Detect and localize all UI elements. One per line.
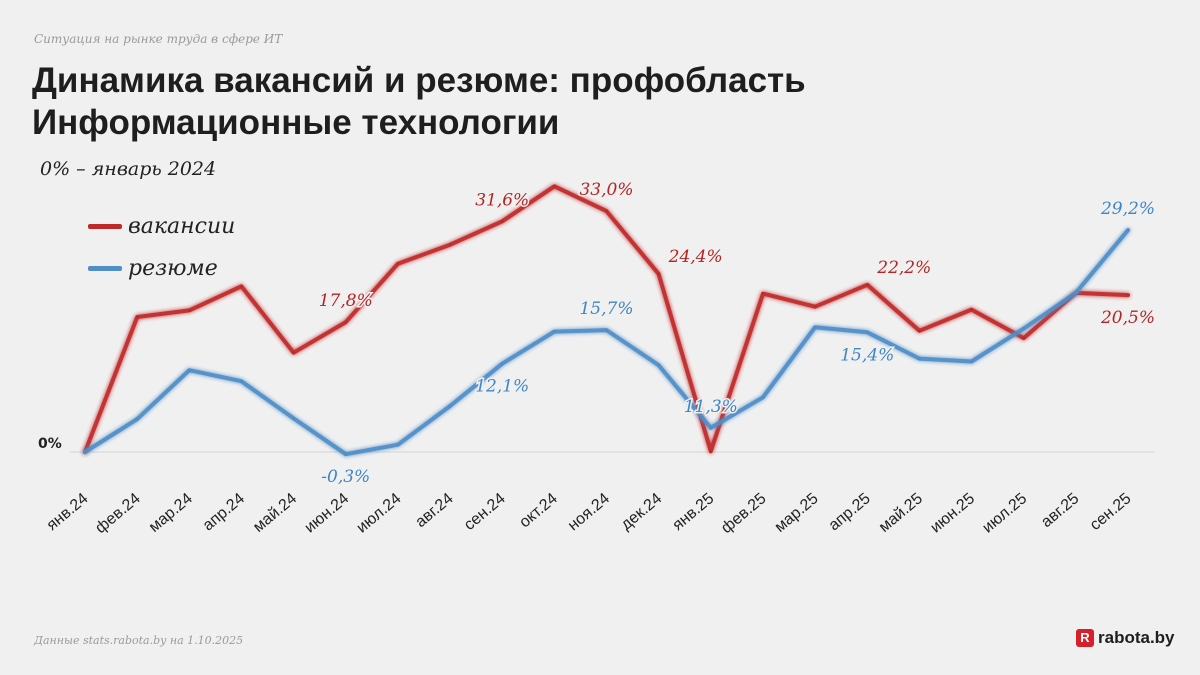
- data-source-note: Данные stats.rabota.by на 1.10.2025: [34, 634, 244, 647]
- x-tick-label: июн.24: [302, 490, 353, 537]
- data-point-resumes: [239, 379, 243, 383]
- x-tick-label: янв.25: [669, 490, 717, 534]
- data-label-resumes: 11,3%: [684, 397, 738, 417]
- data-label-resumes: 15,7%: [579, 299, 633, 319]
- chart-title: Динамика вакансий и резюме: профобласть …: [32, 60, 806, 144]
- chart-supertitle: Ситуация на рынке труда в сфере ИТ: [34, 32, 283, 46]
- data-point-resumes: [83, 450, 87, 454]
- x-tick-label: окт.24: [516, 490, 561, 531]
- x-tick-label: ноя.24: [565, 490, 613, 534]
- data-point-resumes: [865, 330, 869, 334]
- x-tick-label: апр.24: [200, 490, 248, 534]
- data-point-vacancies: [552, 184, 556, 188]
- data-point-resumes: [1022, 327, 1026, 331]
- data-point-resumes: [292, 416, 296, 420]
- data-point-resumes: [970, 359, 974, 363]
- data-point-vacancies: [813, 305, 817, 309]
- data-point-resumes: [552, 330, 556, 334]
- data-point-vacancies: [187, 308, 191, 312]
- data-label-vacancies: 20,5%: [1100, 308, 1155, 328]
- x-tick-label: авг.25: [1038, 490, 1082, 531]
- x-tick-label: май.25: [876, 490, 926, 536]
- legend-label-vacancies: вакансии: [128, 213, 236, 239]
- chart-title-line-1: Динамика вакансий и резюме: профобласть: [32, 61, 806, 100]
- data-point-resumes: [396, 443, 400, 447]
- data-label-resumes: 12,1%: [475, 377, 529, 397]
- data-point-resumes: [1126, 228, 1130, 232]
- data-point-resumes: [917, 357, 921, 361]
- x-tick-label: май.24: [250, 490, 300, 536]
- x-tick-label: авг.24: [412, 490, 456, 531]
- data-point-resumes: [761, 395, 765, 399]
- data-point-vacancies: [239, 284, 243, 288]
- data-label-resumes: -0,3%: [321, 467, 370, 487]
- x-tick-label: сен.25: [1087, 490, 1135, 534]
- chart-title-line-2: Информационные технологии: [32, 103, 560, 142]
- data-point-vacancies: [657, 272, 661, 276]
- x-tick-label: фев.25: [718, 490, 769, 537]
- legend-item-vacancies: вакансии: [88, 205, 235, 247]
- data-point-vacancies: [448, 243, 452, 247]
- data-point-resumes: [709, 426, 713, 430]
- data-point-vacancies: [292, 351, 296, 355]
- data-point-vacancies: [135, 315, 139, 319]
- data-point-resumes: [500, 362, 504, 366]
- data-point-vacancies: [865, 283, 869, 287]
- data-point-resumes: [135, 417, 139, 421]
- data-point-vacancies: [1022, 336, 1026, 340]
- data-point-resumes: [344, 452, 348, 456]
- x-tick-label: дек.24: [618, 490, 665, 534]
- x-tick-label: мар.24: [146, 490, 196, 536]
- data-point-vacancies: [605, 209, 608, 213]
- data-label-resumes: 15,4%: [840, 345, 894, 365]
- x-tick-label: сен.24: [461, 490, 509, 534]
- chart-legend: вакансии резюме: [88, 205, 235, 289]
- data-point-vacancies: [761, 292, 765, 296]
- data-point-resumes: [187, 368, 191, 372]
- legend-label-resumes: резюме: [128, 255, 218, 281]
- data-label-vacancies: 31,6%: [475, 190, 529, 210]
- brand-logo[interactable]: R rabota.by: [1076, 628, 1175, 648]
- data-label-vacancies: 24,4%: [668, 247, 723, 267]
- series-line-resumes: [83, 228, 1130, 457]
- data-point-vacancies: [500, 219, 504, 223]
- data-point-resumes: [813, 325, 817, 329]
- data-point-resumes: [605, 328, 608, 332]
- data-point-resumes: [1074, 291, 1078, 295]
- x-tick-label: янв.24: [44, 490, 92, 534]
- data-point-vacancies: [396, 262, 400, 266]
- brand-name: rabota.by: [1098, 628, 1175, 647]
- x-tick-label: июл.25: [979, 490, 1030, 537]
- x-tick-label: апр.25: [826, 490, 874, 534]
- data-point-vacancies: [970, 308, 974, 312]
- data-point-vacancies: [344, 320, 348, 324]
- data-label-vacancies: 17,8%: [319, 291, 373, 311]
- data-point-resumes: [657, 363, 661, 367]
- data-point-vacancies: [917, 329, 921, 333]
- brand-logo-icon: R: [1076, 629, 1094, 647]
- baseline-note: 0% – январь 2024: [40, 158, 217, 180]
- series-line-vacancies: [83, 184, 1130, 454]
- data-label-resumes: 29,2%: [1100, 199, 1155, 219]
- legend-item-resumes: резюме: [88, 247, 235, 289]
- legend-swatch-resumes: [88, 265, 122, 271]
- data-point-vacancies: [709, 449, 713, 453]
- data-point-resumes: [448, 404, 452, 408]
- data-label-vacancies: 22,2%: [876, 258, 931, 278]
- x-tick-label: фев.24: [92, 490, 143, 537]
- zero-axis-label: 0%: [38, 436, 62, 452]
- x-tick-label: июл.24: [354, 490, 405, 537]
- legend-swatch-vacancies: [88, 223, 122, 229]
- data-label-vacancies: 33,0%: [579, 180, 633, 200]
- x-tick-label: июн.25: [927, 490, 978, 537]
- data-point-vacancies: [1126, 293, 1130, 297]
- x-tick-label: мар.25: [772, 490, 822, 536]
